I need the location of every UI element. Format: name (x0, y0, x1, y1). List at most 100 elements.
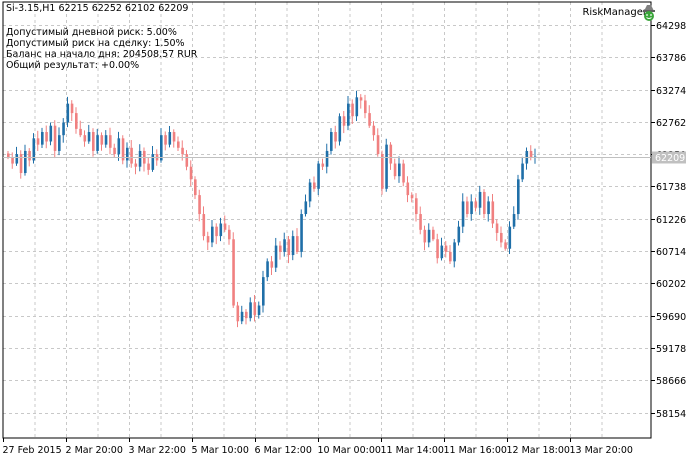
candle (232, 232, 235, 308)
candle-body (347, 103, 350, 126)
candle (406, 176, 410, 203)
candle (151, 146, 155, 172)
candle (147, 157, 150, 175)
candle-body (313, 182, 316, 189)
candle (478, 185, 482, 215)
candle-body (296, 236, 299, 252)
candle (287, 235, 291, 264)
candle (300, 209, 303, 258)
time-axis-label: 27 Feb 2015 (3, 445, 62, 456)
chart-grid (3, 2, 651, 438)
candle (202, 206, 206, 241)
candle-body (444, 245, 448, 252)
candle-body (249, 302, 252, 319)
candle (453, 238, 456, 268)
candle-body (508, 226, 512, 249)
candle (83, 130, 87, 147)
candle-body (402, 163, 405, 183)
candle-body (113, 147, 116, 155)
candle (130, 140, 133, 168)
candle-body (504, 242, 507, 249)
candle-body (147, 163, 150, 170)
candle (19, 150, 23, 179)
candle-body (304, 201, 308, 215)
candle (168, 125, 172, 148)
candle (134, 159, 138, 175)
candle-body (168, 132, 172, 145)
candle (398, 156, 401, 183)
candle-body (321, 163, 325, 167)
time-axis-label: 10 Mar 00:00 (318, 445, 381, 456)
candle (491, 193, 495, 229)
candle-body (194, 179, 197, 196)
candle (215, 223, 218, 245)
candle-body (134, 163, 138, 167)
candle (500, 226, 503, 248)
candle-body (432, 229, 435, 240)
smiley-hat-icon[interactable] (641, 4, 657, 22)
time-axis-label: 3 Mar 22:00 (129, 445, 186, 456)
candle-body (79, 128, 82, 136)
candle-body (49, 125, 53, 142)
candle (62, 118, 65, 143)
candle (75, 107, 78, 134)
candle (423, 225, 427, 251)
candle (270, 256, 274, 275)
candle (415, 193, 418, 222)
candle-body (36, 138, 40, 145)
candle (372, 121, 376, 141)
candle-body (32, 138, 36, 161)
candle (466, 196, 469, 218)
info-start-balance: Баланс на начало дня: 204508.57 RUR (6, 49, 198, 60)
candle-body (160, 135, 163, 161)
candle-body (164, 135, 167, 145)
candle-body (300, 214, 303, 252)
candle (529, 145, 533, 161)
candle-body (104, 135, 108, 145)
candle-body (66, 103, 70, 123)
candle (495, 219, 499, 241)
candle-body (58, 135, 61, 151)
info-trade-risk: Допустимый риск на сделку: 1.50% (6, 38, 185, 49)
candle (104, 130, 108, 148)
candle (389, 142, 393, 170)
candle-body (15, 154, 19, 164)
candle-body (487, 201, 490, 215)
candle (512, 206, 516, 229)
candle-body (117, 138, 121, 155)
candle (245, 309, 248, 325)
candle-body (457, 226, 461, 243)
price-axis-label: 61226 (656, 215, 686, 226)
candle (211, 219, 214, 248)
candle-body (177, 141, 180, 148)
candle-body (495, 223, 499, 233)
candle-body (521, 163, 524, 180)
candle (347, 96, 350, 131)
candle (393, 158, 397, 180)
time-axis-label: 6 Mar 12:00 (255, 445, 312, 456)
candle (223, 215, 227, 232)
candle-body (398, 163, 401, 177)
candle (402, 159, 405, 187)
candle (432, 226, 435, 242)
candle (126, 142, 129, 168)
candle (296, 228, 299, 255)
current-price-badge (652, 151, 686, 164)
candle (317, 160, 320, 196)
candle-body (419, 214, 422, 230)
candle (164, 131, 167, 151)
candle-body (172, 132, 176, 142)
candle (376, 128, 380, 157)
candle-body (279, 245, 282, 252)
candle-body (100, 135, 104, 145)
candle-body (266, 261, 269, 278)
candle-body (257, 305, 261, 315)
candle-body (406, 182, 410, 196)
candle (45, 125, 48, 149)
candle (117, 131, 121, 161)
candle-body (109, 135, 112, 148)
candle-body (381, 154, 384, 189)
expert-name[interactable]: RiskManager (582, 7, 647, 18)
